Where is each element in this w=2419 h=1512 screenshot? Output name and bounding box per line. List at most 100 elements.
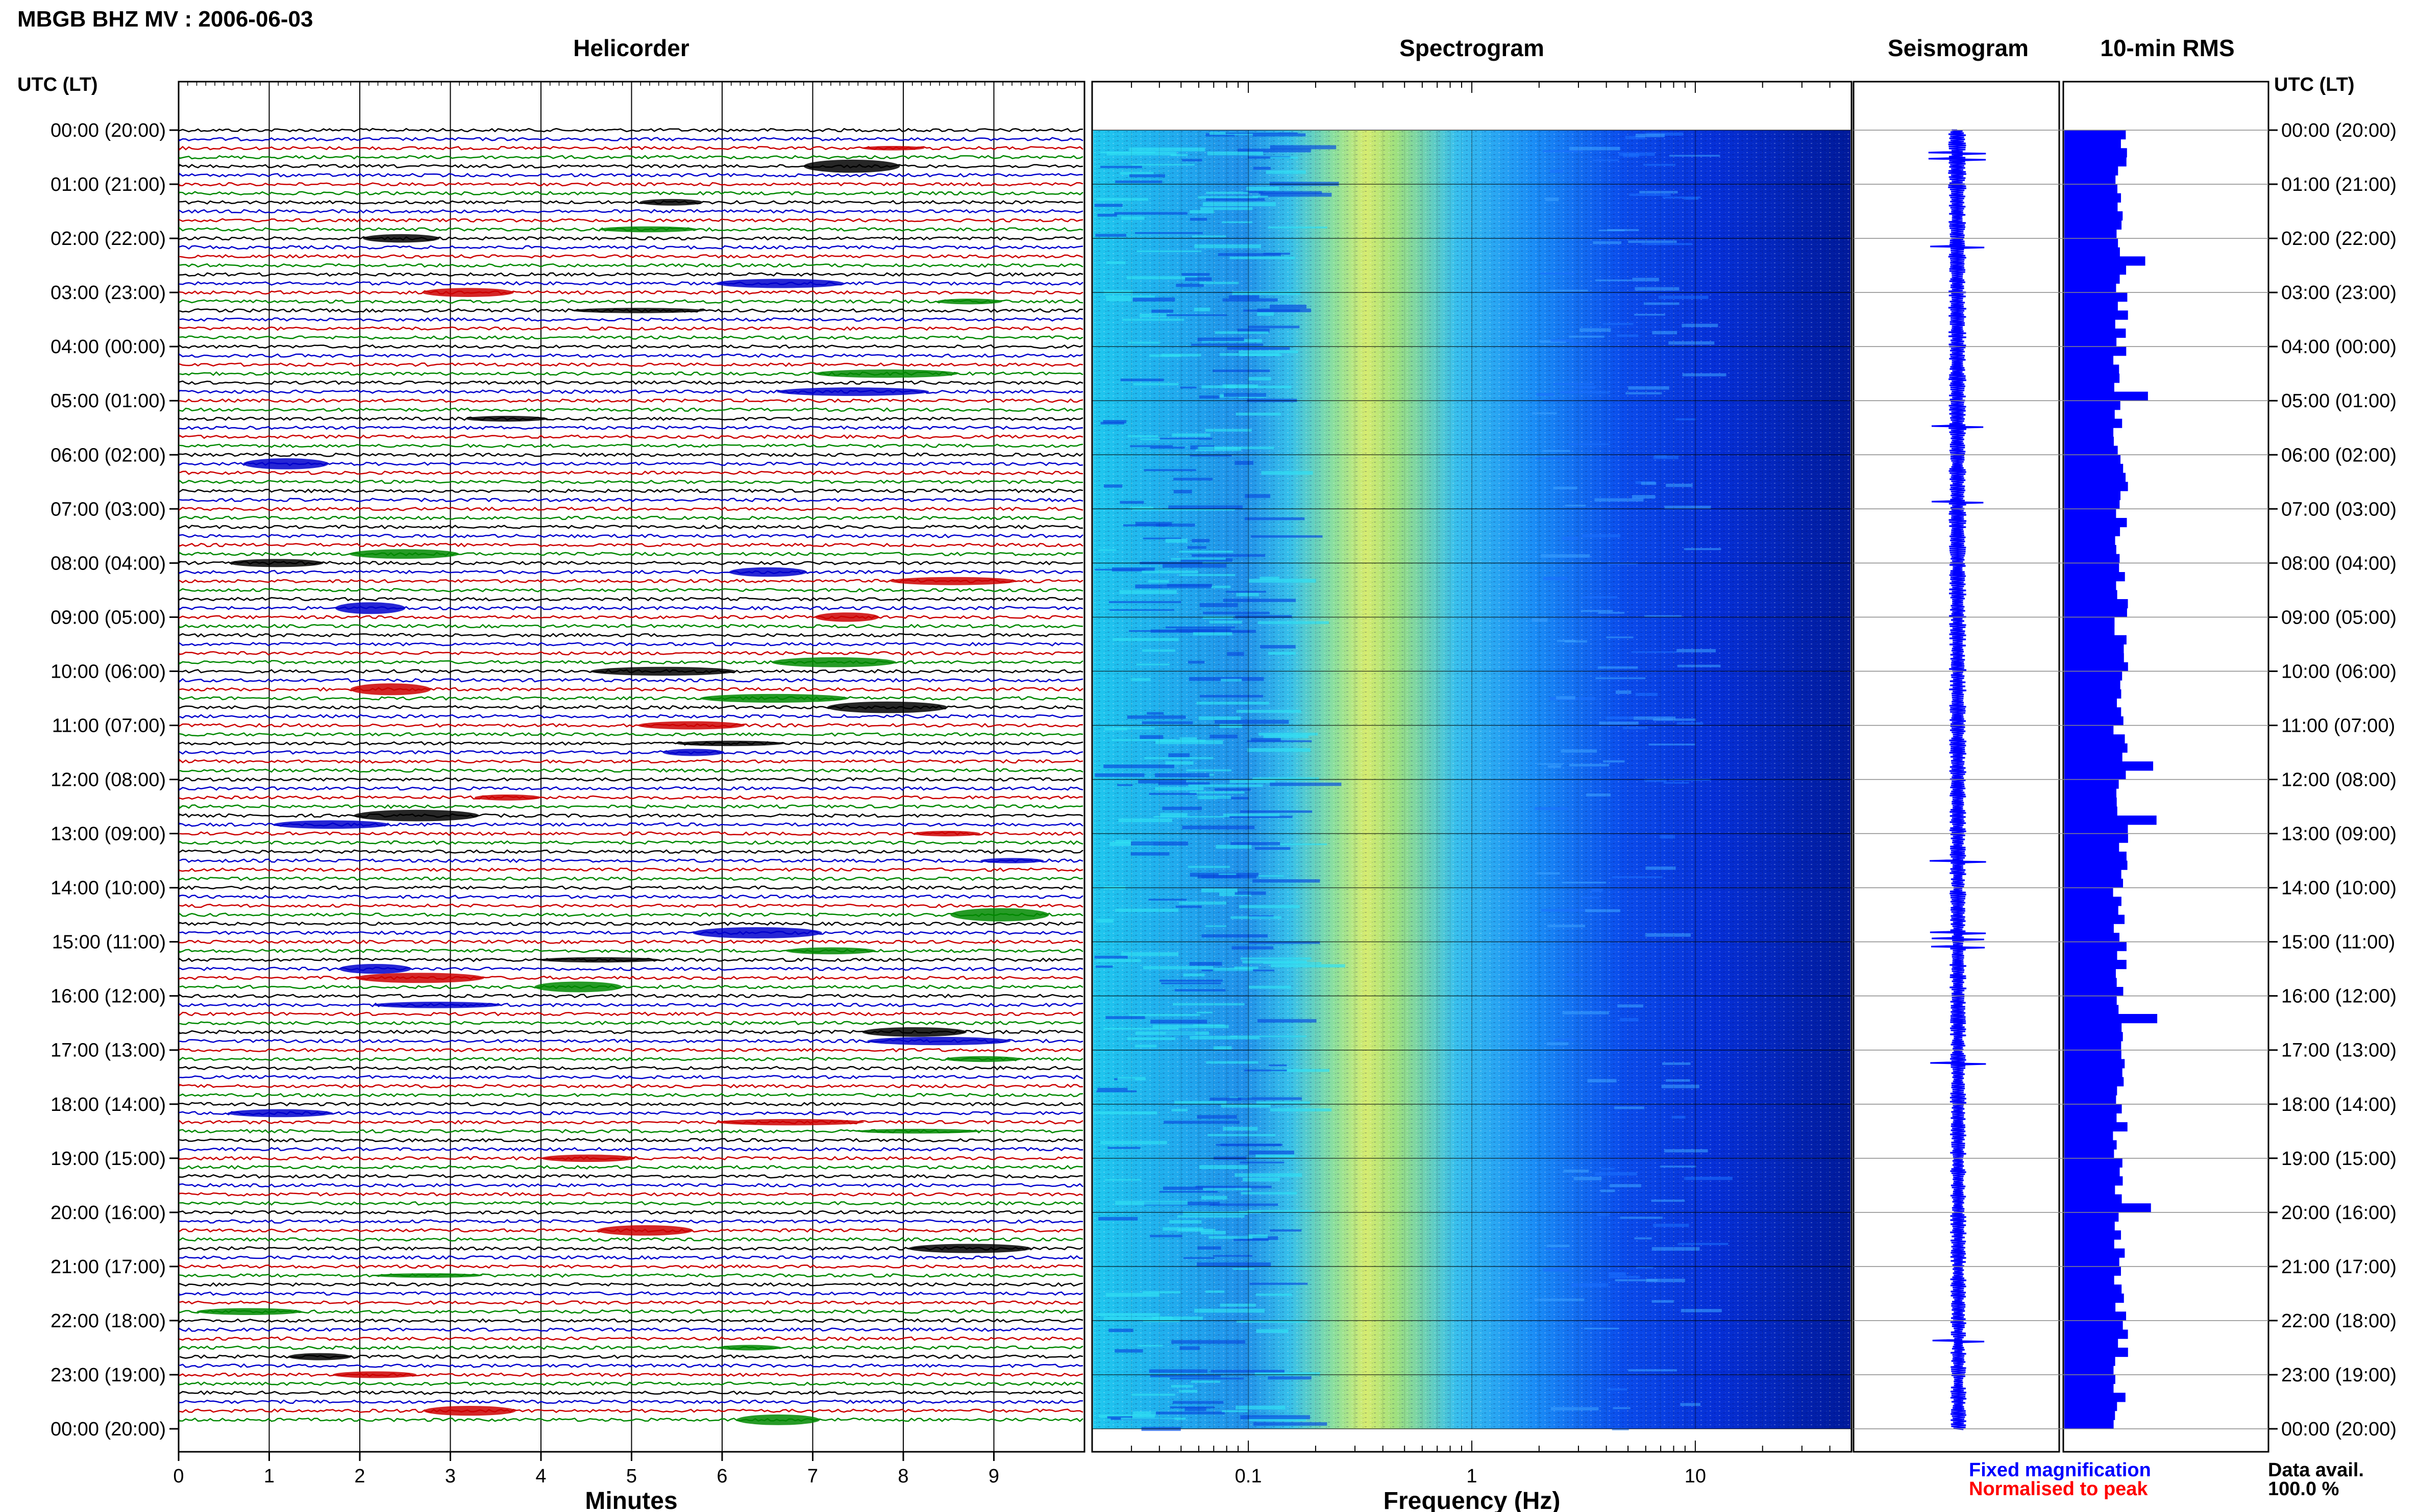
helicorder-trace [179, 128, 1083, 133]
spectrogram-streak [1581, 897, 1599, 899]
spectrogram-streak [1159, 437, 1213, 440]
spectrogram-streak [1095, 234, 1126, 237]
rms-bar [2064, 932, 2120, 943]
spectrogram-streak [1198, 716, 1241, 720]
helicorder-event [538, 957, 660, 963]
helicorder-event [908, 1244, 1031, 1253]
rms-bar [2064, 1420, 2114, 1429]
spectrogram-streak [1599, 722, 1639, 725]
helicorder-event [363, 234, 440, 243]
spectrogram-streak [1121, 1418, 1186, 1420]
helicorder-event [814, 369, 958, 378]
left-time-label: 03:00 (23:00) [51, 282, 166, 304]
right-time-label: 05:00 (01:00) [2281, 390, 2397, 412]
rms-bar [2064, 1032, 2123, 1042]
spectrogram-streak [1196, 702, 1269, 705]
rms-bar [2064, 473, 2126, 482]
spectrogram-streak [1127, 1037, 1176, 1040]
spectrogram-streak [1120, 378, 1164, 382]
spectrogram-streak [1254, 1372, 1320, 1376]
rms-bar [2064, 626, 2115, 636]
spectrogram-streak [1122, 318, 1184, 321]
spectrogram-streak [1235, 461, 1253, 465]
rms-bar [2064, 608, 2127, 617]
helicorder-trace [179, 452, 1083, 457]
spectrogram-streak [1595, 677, 1646, 679]
left-time-label: 18:00 (14:00) [51, 1094, 166, 1116]
rms-bar [2064, 337, 2117, 347]
spectrogram-streak [1201, 385, 1236, 388]
page-title: MBGB BHZ MV : 2006-06-03 [17, 7, 313, 32]
spectrogram-streak [1201, 1196, 1227, 1200]
helicorder-event [637, 721, 745, 730]
spectrogram-streak [1564, 640, 1587, 643]
spectrogram-streak [1229, 256, 1295, 259]
rms-bar [2064, 517, 2127, 528]
rms-bar [2064, 1383, 2114, 1393]
helicorder-trace [179, 921, 1083, 926]
spectrogram-streak [1194, 307, 1211, 312]
spectrogram-streak [1212, 369, 1270, 373]
spectrogram-streak [1566, 973, 1583, 976]
helicorder-trace [179, 191, 1083, 196]
spectrogram-streak [1607, 229, 1639, 231]
spectrogram-streak [1614, 1106, 1644, 1109]
spectrogram-streak [1586, 793, 1611, 797]
right-time-label: 00:00 (20:00) [2281, 120, 2397, 141]
spectrogram-streak [1606, 636, 1634, 638]
spectrogram-streak [1198, 196, 1258, 199]
spectrogram-streak [1150, 1375, 1221, 1377]
left-time-label: 00:00 (20:00) [51, 1419, 166, 1440]
spectrogram-streak [1214, 720, 1289, 724]
spectrogram-streak [1243, 309, 1300, 312]
helicorder-trace [179, 281, 1083, 286]
helicorder-event [339, 963, 412, 974]
helicorder-trace [179, 939, 1083, 945]
spectrogram-streak [1625, 392, 1662, 394]
spectrogram-streak [1142, 721, 1193, 724]
left-time-label: 15:00 (11:00) [52, 932, 166, 953]
helicorder-trace [179, 858, 1083, 863]
rms-bar [2064, 878, 2124, 888]
spectrogram-streak [1635, 692, 1658, 696]
spectrogram-streak [1188, 784, 1263, 787]
spectrogram-streak [1534, 1298, 1585, 1301]
helicorder-event [571, 308, 705, 313]
spectrogram-streak [1628, 1369, 1677, 1372]
spectrogram-streak [1227, 347, 1290, 350]
right-time-label: 19:00 (15:00) [2281, 1148, 2397, 1170]
spectrogram-streak [1535, 872, 1560, 875]
helicorder-trace [179, 1075, 1083, 1080]
spectrogram-streak [1242, 1177, 1280, 1182]
helicorder-trace [179, 443, 1083, 448]
helicorder-trace [179, 1192, 1083, 1197]
helicorder-event [662, 749, 725, 756]
helicorder-trace [179, 1002, 1083, 1007]
spectrogram-streak [1253, 1422, 1327, 1426]
spectrogram-streak [1545, 197, 1559, 201]
spectrogram-streak [1221, 679, 1242, 682]
helicorder-event [827, 701, 948, 713]
rms-bar [2064, 418, 2122, 428]
spectrogram-streak [1615, 690, 1632, 694]
spectrogram-streak [1191, 1380, 1221, 1383]
spectrogram-streak [1127, 715, 1186, 719]
spectrogram-streak [1643, 302, 1680, 305]
spectrogram-streak [1106, 298, 1133, 302]
spectrogram-streak [1115, 1201, 1188, 1205]
rms-bar [2064, 671, 2122, 681]
spectrogram-streak [1200, 695, 1263, 698]
helicorder-trace [179, 1174, 1083, 1179]
spectrogram-streak [1271, 1069, 1329, 1072]
helicorder-trace [179, 498, 1083, 503]
spectrogram-streak [1094, 204, 1123, 207]
spectrogram-streak [1248, 377, 1271, 381]
helicorder-trace [179, 930, 1083, 935]
helicorder-trace [179, 1093, 1083, 1098]
spectrogram-streak [1200, 207, 1253, 210]
spectrogram-streak [1176, 284, 1204, 287]
spectrogram-streak [1194, 244, 1261, 249]
spectrogram-streak [1168, 753, 1190, 758]
right-time-label: 15:00 (11:00) [2281, 932, 2395, 953]
helicorder-trace [179, 696, 1083, 701]
